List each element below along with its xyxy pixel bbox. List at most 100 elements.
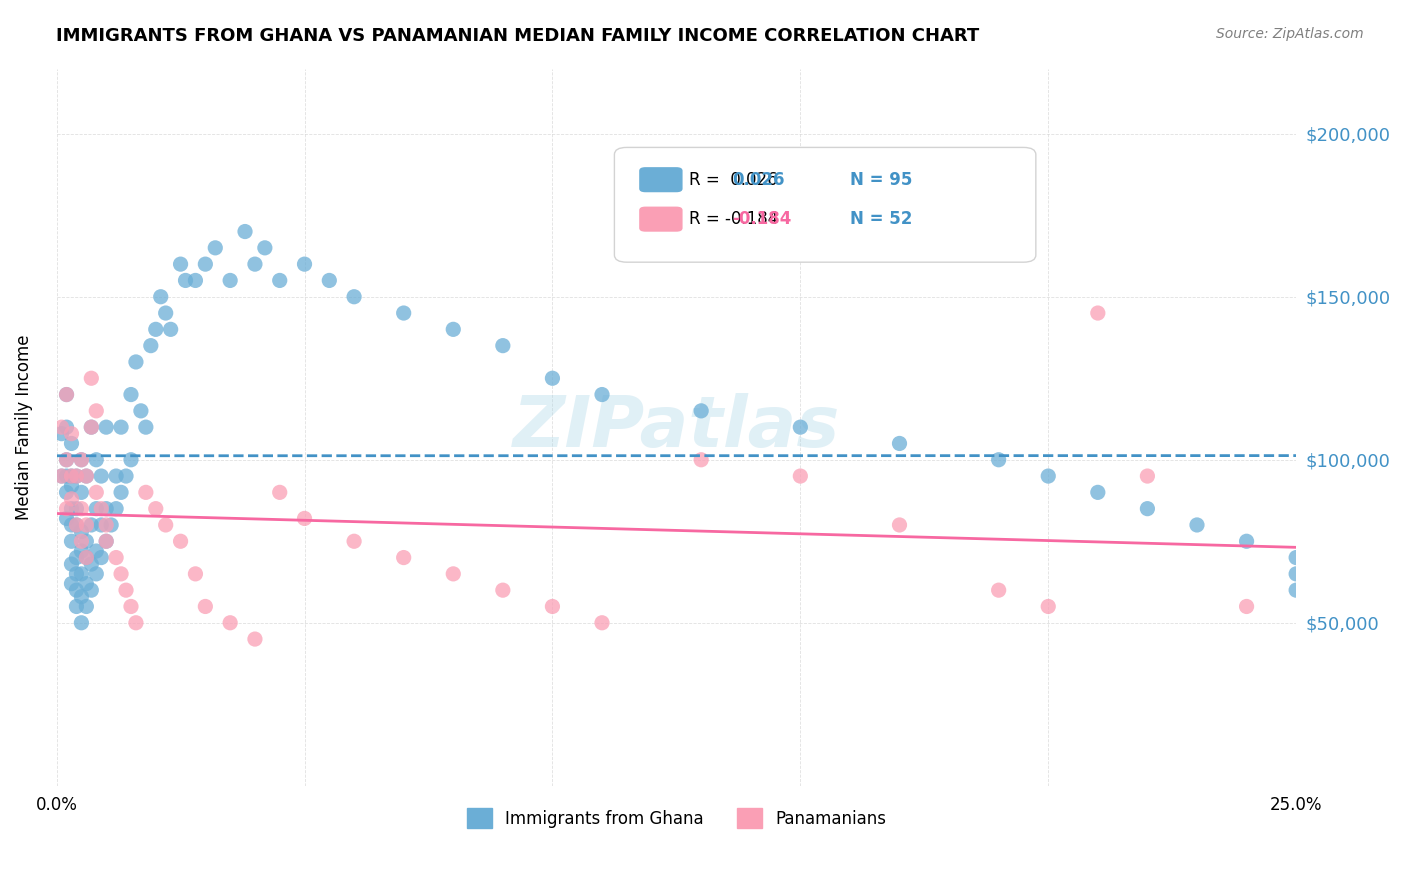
Point	[392, 550, 415, 565]
Point	[169, 534, 191, 549]
Point	[60, 534, 83, 549]
Text: -0.184: -0.184	[733, 211, 792, 228]
Point	[70, 501, 93, 516]
Point	[70, 524, 93, 539]
Point	[269, 485, 291, 500]
Point	[75, 469, 97, 483]
Point	[269, 273, 291, 287]
Point	[1087, 485, 1109, 500]
Point	[60, 576, 83, 591]
Point	[55, 485, 77, 500]
Point	[60, 469, 83, 483]
Point	[145, 322, 167, 336]
Point	[70, 615, 93, 630]
Point	[80, 557, 103, 571]
Point	[1038, 469, 1060, 483]
Point	[84, 404, 107, 418]
Point	[60, 426, 83, 441]
Point	[70, 534, 93, 549]
Text: R = -0.184: R = -0.184	[689, 211, 778, 228]
Point	[60, 491, 83, 506]
Point	[184, 566, 207, 581]
Point	[55, 452, 77, 467]
Point	[75, 518, 97, 533]
Point	[139, 338, 162, 352]
Point	[294, 257, 316, 271]
Text: N = 52: N = 52	[849, 211, 912, 228]
Point	[889, 518, 911, 533]
Point	[80, 420, 103, 434]
Point	[135, 485, 157, 500]
Point	[149, 290, 172, 304]
Point	[987, 583, 1010, 598]
Point	[233, 225, 256, 239]
Point	[1285, 566, 1308, 581]
Point	[105, 469, 128, 483]
Point	[55, 469, 77, 483]
Point	[84, 501, 107, 516]
Point	[889, 436, 911, 450]
Point	[129, 404, 152, 418]
Point	[80, 420, 103, 434]
Point	[51, 469, 73, 483]
Point	[115, 469, 138, 483]
Point	[219, 273, 242, 287]
Point	[55, 511, 77, 525]
Point	[1236, 599, 1258, 614]
Point	[105, 550, 128, 565]
Point	[55, 501, 77, 516]
Point	[55, 452, 77, 467]
Point	[70, 544, 93, 558]
Point	[120, 599, 142, 614]
Point	[690, 404, 713, 418]
Point	[65, 518, 87, 533]
Point	[243, 632, 266, 646]
Point	[253, 241, 276, 255]
FancyBboxPatch shape	[640, 207, 682, 232]
Point	[80, 518, 103, 533]
Point	[96, 534, 118, 549]
Point	[70, 590, 93, 604]
Point	[115, 583, 138, 598]
Point	[120, 452, 142, 467]
Point	[194, 257, 217, 271]
Point	[392, 306, 415, 320]
Point	[60, 469, 83, 483]
Point	[75, 576, 97, 591]
Point	[51, 426, 73, 441]
Point	[159, 322, 181, 336]
Point	[1285, 583, 1308, 598]
Point	[84, 566, 107, 581]
Point	[174, 273, 197, 287]
Point	[65, 583, 87, 598]
Point	[204, 241, 226, 255]
Point	[1285, 550, 1308, 565]
Point	[75, 599, 97, 614]
Point	[194, 599, 217, 614]
Point	[60, 436, 83, 450]
Point	[125, 615, 148, 630]
Point	[65, 501, 87, 516]
Point	[343, 290, 366, 304]
Text: 0.026: 0.026	[733, 170, 785, 189]
Text: N = 95: N = 95	[849, 170, 912, 189]
Point	[541, 599, 564, 614]
Point	[70, 452, 93, 467]
Point	[145, 501, 167, 516]
Point	[343, 534, 366, 549]
Point	[84, 485, 107, 500]
Point	[1236, 534, 1258, 549]
Point	[75, 550, 97, 565]
Point	[294, 511, 316, 525]
Point	[1136, 501, 1159, 516]
Point	[1136, 469, 1159, 483]
Point	[96, 501, 118, 516]
Point	[75, 550, 97, 565]
Point	[110, 420, 132, 434]
Point	[987, 452, 1010, 467]
Point	[51, 420, 73, 434]
Point	[96, 534, 118, 549]
Point	[120, 387, 142, 401]
Point	[155, 306, 177, 320]
Point	[65, 469, 87, 483]
